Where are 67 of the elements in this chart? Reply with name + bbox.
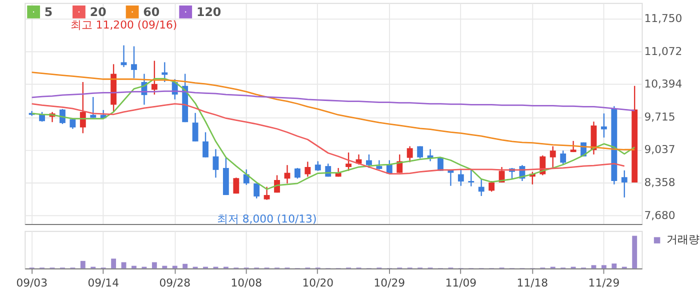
candlestick: [131, 46, 137, 79]
x-tick-label: 10/29: [374, 276, 406, 289]
candlestick: [346, 152, 352, 172]
legend-label: 5: [44, 4, 53, 19]
candlestick: [600, 112, 607, 138]
candlestick: [162, 62, 168, 83]
candlestick: [304, 161, 311, 178]
y-tick-label: 11,750: [644, 12, 682, 26]
y-tick-label: 11,072: [644, 44, 682, 58]
candlestick: [80, 81, 86, 134]
candlestick: [621, 170, 628, 198]
candlestick: [60, 108, 66, 125]
x-tick-label: 10/20: [302, 276, 334, 289]
annotation: 최저 8,000 (10/13): [216, 212, 317, 226]
bar: [172, 266, 178, 268]
candlestick: [458, 168, 464, 186]
x-tick-label: 10/08: [230, 276, 262, 289]
bar: [132, 266, 136, 268]
candlestick: [406, 146, 413, 163]
candlestick: [478, 178, 484, 197]
bar: [80, 260, 86, 268]
candlestick: [550, 146, 556, 169]
annotation: 최고 11,200 (09/16): [70, 18, 178, 32]
bar: [182, 264, 188, 268]
candlestick: [294, 167, 300, 180]
x-tick-label: 11/09: [445, 276, 477, 289]
candlestick: [202, 132, 208, 158]
bar: [162, 266, 168, 268]
x-tick-label: 11/29: [588, 276, 620, 289]
x-tick-label: 11/18: [516, 276, 548, 289]
y-tick-label: 8,358: [644, 176, 676, 190]
bar: [632, 236, 638, 268]
bar: [591, 265, 596, 268]
candlestick: [417, 146, 424, 159]
bar: [601, 265, 606, 268]
candlestick: [120, 44, 127, 68]
candlestick: [396, 154, 403, 174]
x-tick-label: 09/03: [16, 276, 48, 289]
line-series: [31, 72, 636, 150]
legend-label: 20: [90, 4, 106, 19]
candlestick: [468, 168, 474, 187]
candlestick: [366, 154, 372, 169]
candlestick: [560, 150, 566, 166]
legend-label: 60: [143, 4, 160, 19]
bar: [121, 262, 126, 268]
y-tick-label: 9,037: [644, 143, 676, 156]
y-tick-label: 10,394: [644, 78, 682, 91]
bar: [152, 262, 157, 268]
candlestick: [243, 168, 250, 186]
candlestick: [192, 112, 198, 142]
y-tick-label: 7,680: [644, 208, 676, 222]
bar: [612, 264, 617, 268]
candlestick: [90, 96, 96, 118]
bar: [111, 258, 116, 268]
candlestick: [233, 177, 240, 194]
candlestick: [376, 160, 382, 170]
candlestick: [39, 111, 46, 122]
legend-label: 거래량: [666, 233, 700, 246]
candlestick: [254, 182, 260, 199]
candlestick: [264, 186, 270, 200]
x-tick-label: 09/28: [159, 276, 191, 289]
y-tick-label: 9,715: [644, 110, 676, 124]
x-tick-label: 09/14: [88, 276, 120, 289]
candlestick: [151, 60, 158, 96]
candlestick: [314, 160, 321, 172]
legend-label: 120: [196, 4, 222, 19]
candlestick: [212, 148, 219, 178]
